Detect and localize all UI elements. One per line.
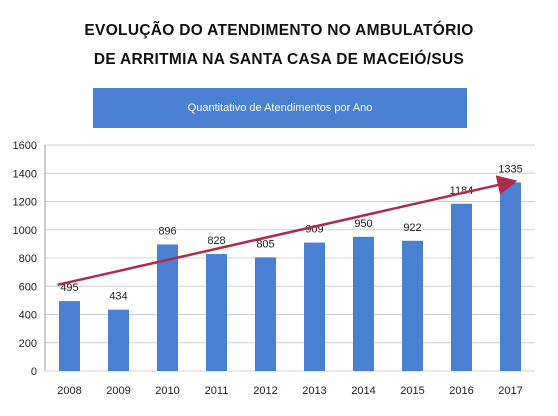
- x-tick-label-2013: 2013: [302, 385, 326, 397]
- y-tick-label: 800: [19, 253, 37, 265]
- bar-2008: [59, 301, 80, 371]
- bar-2015: [402, 240, 423, 371]
- data-label-2010: 896: [158, 225, 176, 237]
- bar-2010: [157, 244, 178, 371]
- y-tick-label: 400: [19, 310, 37, 322]
- data-label-2012: 805: [256, 238, 274, 250]
- bar-2009: [108, 309, 129, 371]
- bar-2011: [206, 254, 227, 371]
- data-label-2017: 1335: [498, 163, 522, 175]
- bar-2017: [500, 182, 521, 371]
- x-tick-label-2015: 2015: [400, 385, 424, 397]
- data-label-2011: 828: [207, 235, 225, 247]
- bar-2013: [304, 242, 325, 371]
- data-label-2009: 434: [109, 291, 127, 303]
- y-tick-label: 200: [19, 338, 37, 350]
- chart-title-line1: EVOLUÇÃO DO ATENDIMENTO NO AMBULATÓRIO: [84, 22, 474, 39]
- y-tick-label: 1200: [13, 197, 37, 209]
- x-tick-label-2017: 2017: [498, 385, 522, 397]
- y-tick-label: 1000: [13, 225, 37, 237]
- trend-arrow: [57, 175, 518, 287]
- x-tick-label-2012: 2012: [253, 385, 277, 397]
- y-tick-label: 0: [31, 366, 37, 378]
- chart-title-line2: DE ARRITMIA NA SANTA CASA DE MACEIÓ/SUS: [93, 51, 465, 68]
- bar-2014: [353, 236, 374, 371]
- x-tick-label-2016: 2016: [449, 385, 473, 397]
- chart-subtitle: Quantitativo de Atendimentos por Ano: [187, 102, 373, 114]
- data-label-2015: 922: [403, 222, 421, 234]
- data-label-2014: 950: [354, 218, 372, 230]
- bar-2016: [451, 203, 472, 371]
- x-tick-label-2014: 2014: [351, 385, 375, 397]
- x-tick-label-2008: 2008: [57, 385, 81, 397]
- x-tick-label-2010: 2010: [155, 385, 179, 397]
- y-tick-label: 1600: [13, 140, 37, 152]
- bar-2012: [255, 257, 276, 371]
- y-tick-label: 1400: [13, 168, 37, 180]
- data-label-2008: 495: [60, 282, 78, 294]
- x-tick-label-2009: 2009: [106, 385, 130, 397]
- x-tick-label-2011: 2011: [205, 385, 229, 397]
- chart-subtitle-banner: Quantitativo de Atendimentos por Ano: [93, 88, 467, 128]
- y-tick-label: 600: [19, 281, 37, 293]
